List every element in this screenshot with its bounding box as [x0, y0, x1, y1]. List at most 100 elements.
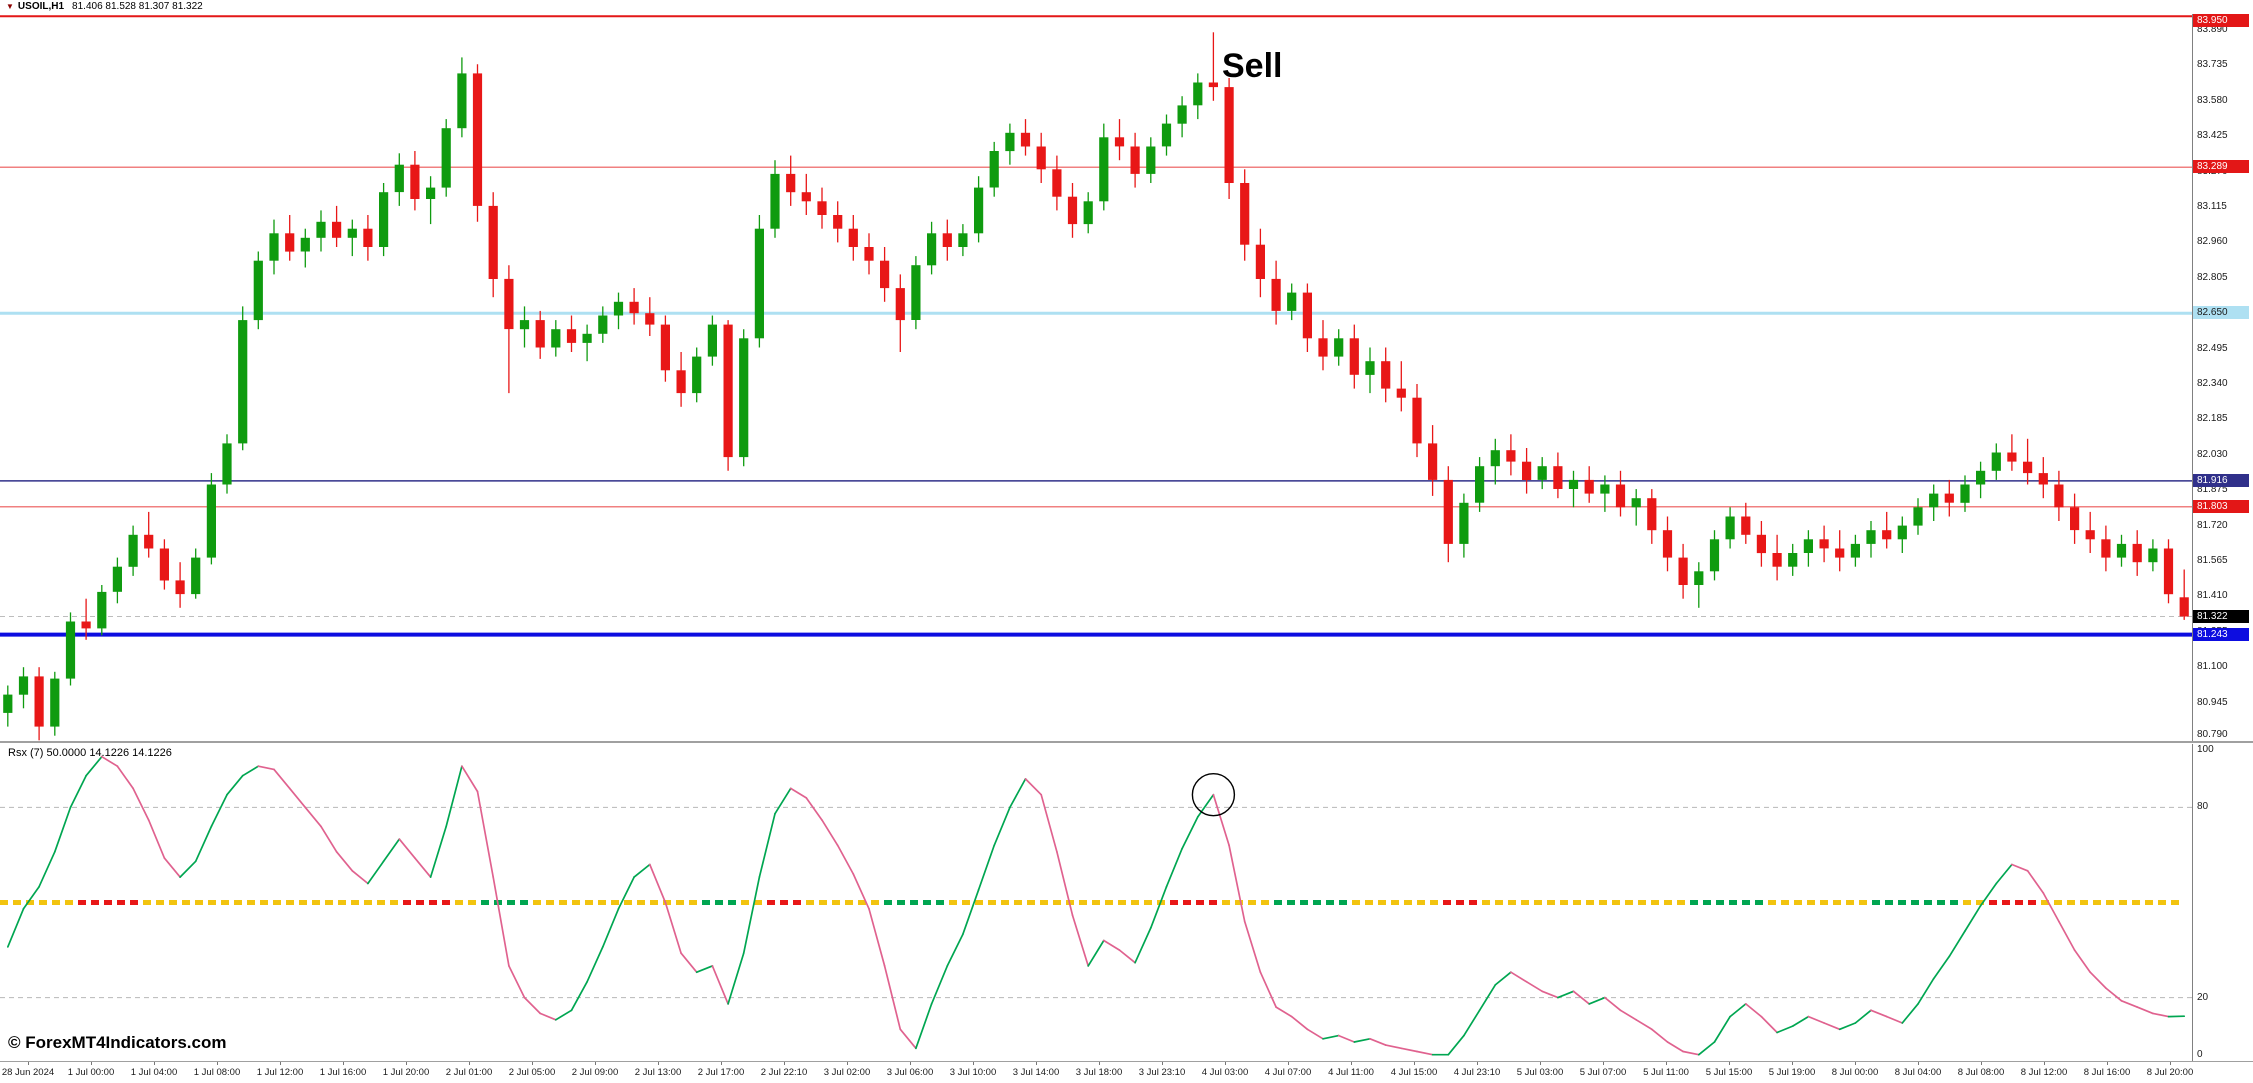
time-tick-label: 1 Jul 16:00 — [319, 1067, 367, 1078]
price-chart-panel: Sell — [0, 14, 2192, 741]
time-tick-mark — [91, 1062, 92, 1065]
price-tick-label: 81.410 — [2197, 590, 2228, 602]
time-tick-label: 8 Jul 16:00 — [2083, 1067, 2131, 1078]
price-tick-label: 80.790 — [2197, 729, 2228, 740]
time-tick-label: 1 Jul 12:00 — [256, 1067, 304, 1078]
time-tick-mark — [1603, 1062, 1604, 1065]
time-tick-label: 4 Jul 23:10 — [1453, 1067, 1501, 1078]
chart-ohlc-values: 81.406 81.528 81.307 81.322 — [72, 1, 203, 12]
time-tick-mark — [343, 1062, 344, 1065]
panel-separator[interactable] — [0, 741, 2253, 743]
price-level-label: 81.243 — [2193, 627, 2249, 641]
sell-annotation: Sell — [1222, 47, 1283, 85]
time-tick-label: 1 Jul 04:00 — [130, 1067, 178, 1078]
time-tick-label: 3 Jul 02:00 — [823, 1067, 871, 1078]
price-tick-label: 82.960 — [2197, 236, 2228, 248]
time-tick-label: 28 Jun 2024 — [1, 1067, 55, 1078]
time-tick-label: 1 Jul 00:00 — [67, 1067, 115, 1078]
time-tick-label: 8 Jul 12:00 — [2020, 1067, 2068, 1078]
time-tick-label: 5 Jul 11:00 — [1643, 1067, 1689, 1078]
time-tick-label: 2 Jul 13:00 — [634, 1067, 682, 1078]
chart-title-bar: ▼ USOIL,H1 81.406 81.528 81.307 81.322 — [0, 0, 2253, 14]
price-axis[interactable]: 83.89083.73583.58083.42583.27083.11582.9… — [2192, 14, 2253, 741]
time-tick-mark — [1540, 1062, 1541, 1065]
time-tick-mark — [658, 1062, 659, 1065]
time-tick-label: 8 Jul 08:00 — [1957, 1067, 2005, 1078]
price-tick-label: 80.945 — [2197, 696, 2228, 708]
time-tick-label: 4 Jul 07:00 — [1264, 1067, 1312, 1078]
time-tick-label: 2 Jul 22:10 — [760, 1067, 808, 1078]
time-tick-label: 2 Jul 09:00 — [571, 1067, 619, 1078]
time-tick-label: 8 Jul 04:00 — [1894, 1067, 1942, 1078]
time-tick-label: 3 Jul 10:00 — [949, 1067, 997, 1078]
time-tick-mark — [721, 1062, 722, 1065]
price-level-label: 83.289 — [2193, 160, 2249, 174]
time-tick-mark — [847, 1062, 848, 1065]
price-level-label: 82.650 — [2193, 306, 2249, 320]
time-tick-label: 1 Jul 08:00 — [193, 1067, 241, 1078]
time-tick-label: 1 Jul 20:00 — [382, 1067, 430, 1078]
current-price-label: 81.322 — [2193, 609, 2249, 623]
time-tick-mark — [1855, 1062, 1856, 1065]
chart-dropdown-icon[interactable]: ▼ — [6, 2, 14, 11]
time-tick-label: 3 Jul 18:00 — [1075, 1067, 1123, 1078]
time-tick-mark — [1729, 1062, 1730, 1065]
price-level-label: 81.803 — [2193, 499, 2249, 513]
price-tick-label: 83.425 — [2197, 130, 2228, 142]
time-tick-mark — [1477, 1062, 1478, 1065]
time-tick-mark — [2044, 1062, 2045, 1065]
time-axis-separator — [0, 1061, 2253, 1062]
time-tick-mark — [154, 1062, 155, 1065]
time-tick-label: 5 Jul 03:00 — [1516, 1067, 1564, 1078]
time-tick-mark — [1225, 1062, 1226, 1065]
time-tick-mark — [1099, 1062, 1100, 1065]
price-tick-label: 82.340 — [2197, 378, 2228, 389]
time-tick-label: 2 Jul 01:00 — [445, 1067, 493, 1078]
price-tick-label: 82.805 — [2197, 271, 2228, 283]
time-tick-mark — [1666, 1062, 1667, 1065]
price-tick-label: 81.100 — [2197, 661, 2228, 673]
rsx-tick-label: 80 — [2197, 801, 2209, 813]
time-tick-mark — [280, 1062, 281, 1065]
price-level-label: 83.950 — [2193, 14, 2249, 27]
time-tick-label: 3 Jul 23:10 — [1138, 1067, 1186, 1078]
time-tick-mark — [1792, 1062, 1793, 1065]
time-tick-label: 5 Jul 15:00 — [1705, 1067, 1753, 1078]
time-tick-label: 2 Jul 17:00 — [697, 1067, 745, 1078]
time-tick-label: 3 Jul 14:00 — [1012, 1067, 1060, 1078]
time-tick-mark — [2107, 1062, 2108, 1065]
time-tick-label: 4 Jul 11:00 — [1328, 1067, 1374, 1078]
time-tick-mark — [406, 1062, 407, 1065]
time-tick-mark — [2170, 1062, 2171, 1065]
time-tick-label: 4 Jul 03:00 — [1201, 1067, 1249, 1078]
time-tick-mark — [1414, 1062, 1415, 1065]
rsx-tick-label: 0 — [2197, 1049, 2203, 1060]
chart-symbol: USOIL,H1 — [17, 1, 65, 12]
rsx-tick-label: 100 — [2197, 744, 2214, 755]
time-tick-mark — [910, 1062, 911, 1065]
rsx-axis[interactable]: 100 80 20 0 — [2192, 744, 2253, 1061]
time-tick-mark — [1288, 1062, 1289, 1065]
time-tick-mark — [595, 1062, 596, 1065]
candlestick-plot[interactable] — [0, 14, 2192, 741]
price-tick-label: 82.030 — [2197, 448, 2228, 460]
time-tick-label: 4 Jul 15:00 — [1390, 1067, 1438, 1078]
price-level-label: 81.916 — [2193, 473, 2249, 487]
time-tick-mark — [532, 1062, 533, 1065]
price-tick-label: 83.890 — [2197, 23, 2228, 35]
price-tick-label: 81.565 — [2197, 555, 2228, 567]
rsx-plot[interactable] — [0, 744, 2192, 1061]
price-tick-label: 81.875 — [2197, 484, 2228, 496]
price-tick-label: 82.495 — [2197, 342, 2228, 354]
time-tick-mark — [28, 1062, 29, 1065]
price-tick-label: 83.580 — [2197, 94, 2228, 106]
time-tick-mark — [1351, 1062, 1352, 1065]
time-tick-mark — [1981, 1062, 1982, 1065]
time-tick-mark — [217, 1062, 218, 1065]
time-tick-label: 8 Jul 00:00 — [1831, 1067, 1879, 1078]
time-axis[interactable]: 28 Jun 2024 1 Jul 00:00 1 Jul 04:00 1 Jul 0… — [0, 1062, 2253, 1083]
price-tick-label: 82.185 — [2197, 413, 2228, 425]
time-tick-mark — [973, 1062, 974, 1065]
time-tick-label: 2 Jul 05:00 — [508, 1067, 556, 1078]
rsx-indicator-label: Rsx (7) 50.0000 14.1226 14.1226 — [8, 747, 172, 759]
